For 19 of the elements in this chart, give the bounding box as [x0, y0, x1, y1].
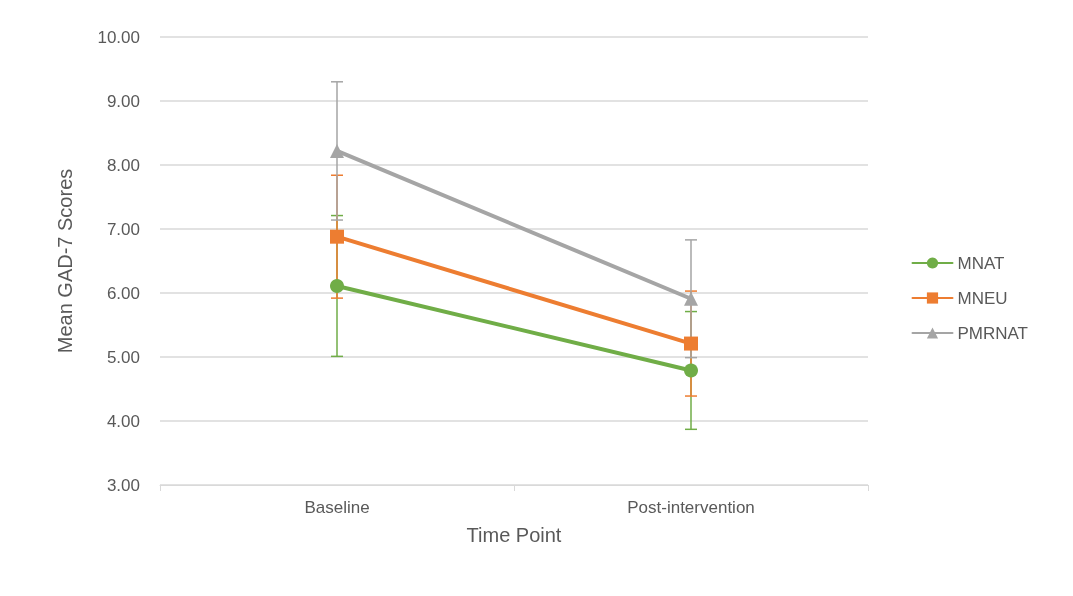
y-tick-label: 3.00 [106, 475, 140, 495]
y-tick-label: 8.00 [106, 155, 140, 175]
legend-label: MNEU [957, 288, 1008, 308]
y-tick-label: 4.00 [106, 411, 140, 431]
legend-label: PMRNAT [957, 323, 1028, 343]
point [684, 363, 698, 378]
y-tick-label: 6.00 [106, 283, 140, 303]
point [330, 229, 344, 244]
x-axis-title: Time Point [466, 524, 562, 546]
legend-label: MNAT [957, 253, 1005, 273]
y-tick-label: 10.00 [97, 27, 140, 47]
y-axis-title: Mean GAD-7 Scores [54, 168, 76, 354]
point [684, 336, 698, 351]
y-tick-label: 5.00 [106, 347, 140, 367]
y-tick-label: 7.00 [106, 219, 140, 239]
y-tick-label: 9.00 [106, 91, 140, 111]
point [330, 278, 344, 293]
x-tick-label: Post-intervention [627, 498, 755, 517]
x-tick-label: Baseline [304, 498, 370, 517]
